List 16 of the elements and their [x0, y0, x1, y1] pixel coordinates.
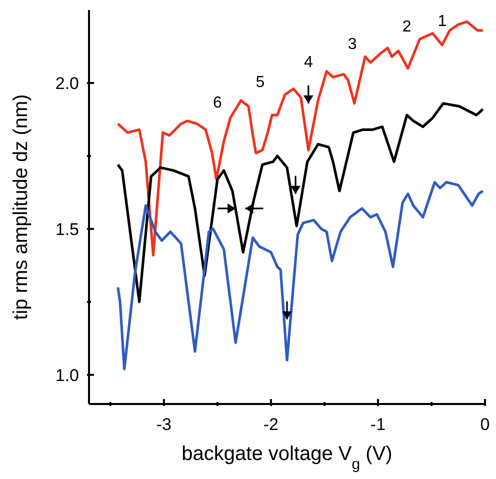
y-axis-title: tip rms amplitude dz (nm)	[10, 94, 32, 320]
annotation: 1	[438, 12, 447, 30]
y-tick-label: 1.5	[55, 220, 79, 239]
y-tick-label: 1.0	[55, 366, 79, 385]
y-tick-label: 2.0	[55, 74, 79, 93]
x-tick-label: -1	[370, 415, 386, 434]
x-tick-label: -2	[263, 415, 279, 434]
annotation: 2	[402, 18, 412, 36]
x-tick-label: 0	[480, 415, 490, 434]
annotation: 6	[212, 94, 222, 112]
x-axis-title: backgate voltage V$_{g}$ (V)	[182, 443, 392, 472]
x-tick-label: -3	[156, 415, 172, 434]
annotation: 4	[304, 54, 313, 71]
annotation: 5	[256, 74, 265, 92]
annotation: 3	[348, 36, 357, 54]
line-series	[116, 180, 484, 370]
